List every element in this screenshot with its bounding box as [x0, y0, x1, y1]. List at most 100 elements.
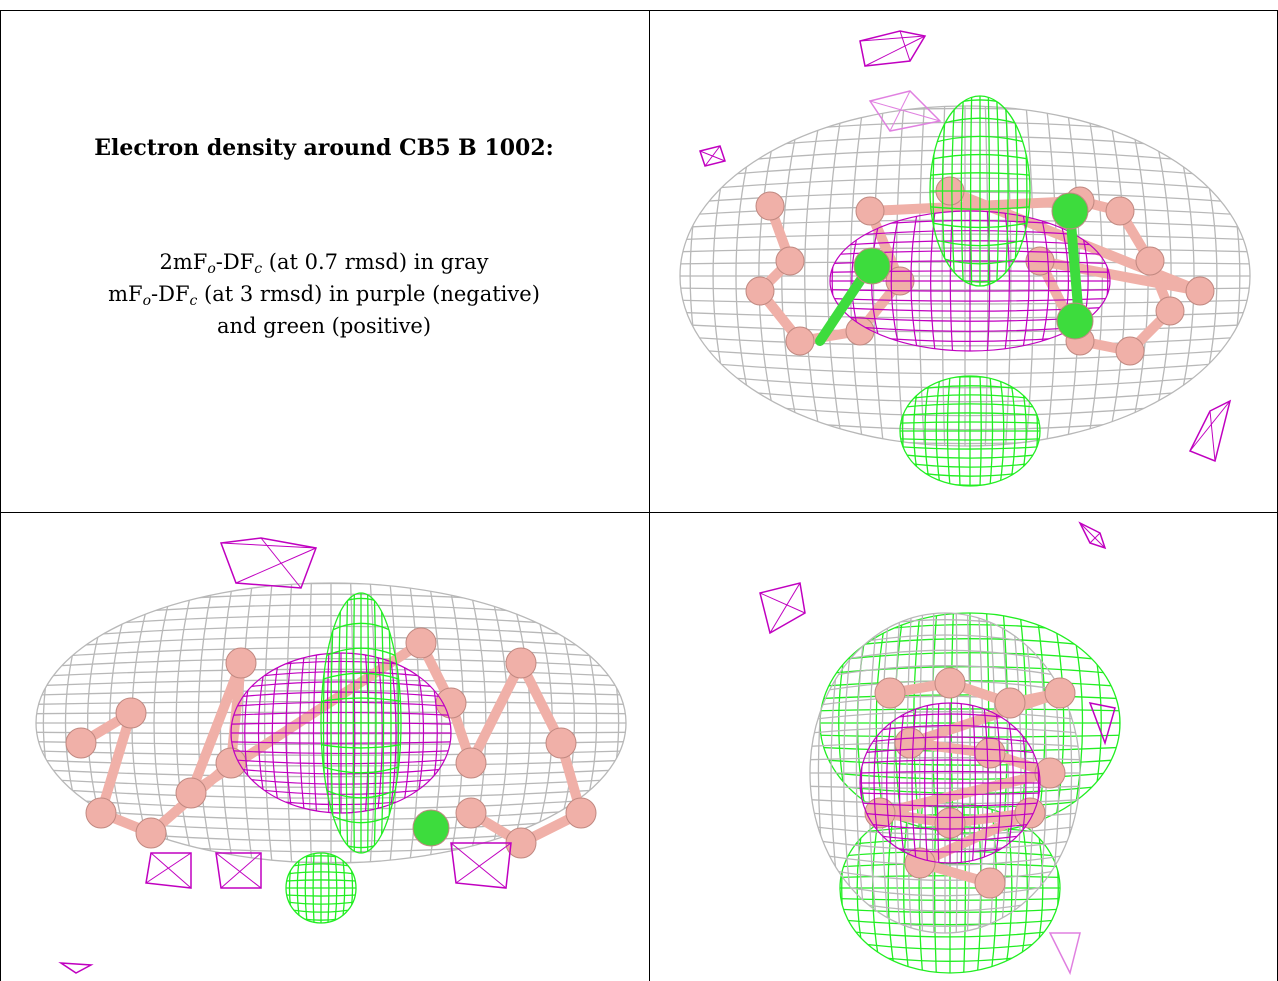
- boron-atom: [1135, 246, 1165, 276]
- purple-density-fragment-outline: [58, 962, 94, 974]
- density-mesh-image: [679, 30, 1251, 487]
- purple-density-fragment-edge: [220, 542, 317, 549]
- purple-density-fragment: [1188, 399, 1232, 463]
- purple-density-fragment-edge: [220, 852, 262, 889]
- purple-density-fragment-edge: [864, 35, 926, 67]
- purple-density-fragment-edge: [1089, 702, 1106, 744]
- purple-density-fragment-edge: [769, 582, 801, 634]
- purple-density-fragment-edge: [704, 145, 721, 167]
- purple-density-fragment-edge: [869, 100, 941, 122]
- density-view-bottom-left: [1, 513, 649, 981]
- green-density-mesh-outline: [285, 852, 357, 924]
- purple-density-fragment-outline: [1188, 399, 1232, 463]
- boron-atom: [1105, 196, 1135, 226]
- legend-line-green: and green (positive): [216, 314, 432, 338]
- boron-atom: [904, 847, 936, 879]
- boron-atom: [934, 667, 966, 699]
- purple-density-fragment-outline: [1048, 932, 1081, 976]
- boron-atom: [1044, 677, 1076, 709]
- purple-density-fragment: [58, 962, 94, 974]
- boron-atom: [745, 276, 775, 306]
- purple-density-fragment-edge: [1189, 400, 1231, 452]
- purple-density-mesh-outline: [859, 702, 1041, 864]
- purple-density-fragment-edge: [215, 852, 262, 889]
- purple-density-fragment: [219, 537, 318, 589]
- boron-bond: [96, 708, 136, 818]
- green-density-mesh: [929, 95, 1031, 287]
- purple-density-fragment: [868, 90, 942, 132]
- chlorine-atom: [853, 247, 891, 285]
- purple-density-fragment: [215, 852, 262, 889]
- purple-density-fragment-edge: [220, 542, 237, 584]
- legend-line-purple: mFo-DFc (at 3 rmsd) in purple (negative): [108, 282, 540, 309]
- purple-density-fragment-edge: [450, 842, 507, 889]
- purple-density-mesh-outline: [829, 210, 1111, 352]
- purple-density-fragment: [450, 842, 512, 889]
- purple-density-fragment-edge: [455, 842, 512, 884]
- purple-density-fragment: [145, 852, 192, 889]
- density-mesh-image: [35, 537, 627, 974]
- table-border-left: [0, 10, 1, 981]
- boron-bond: [186, 658, 246, 798]
- boron-atom: [455, 747, 487, 779]
- boron-atom: [894, 727, 926, 759]
- boron-atom: [775, 246, 805, 276]
- legend-line-gray: 2mFo-DFc (at 0.7 rmsd) in gray: [159, 250, 489, 277]
- boron-atom: [755, 191, 785, 221]
- density-view-bottom-right: [650, 513, 1277, 981]
- purple-density-fragment-edge: [889, 90, 911, 132]
- boron-atom: [175, 777, 207, 809]
- gray-density-mesh-outline: [679, 105, 1251, 447]
- boron-atom: [845, 316, 875, 346]
- boron-atom: [65, 727, 97, 759]
- green-density-mesh: [285, 852, 357, 924]
- green-density-mesh-outline: [320, 592, 402, 854]
- table-border-top: [0, 10, 1278, 11]
- purple-density-fragment-edge: [1209, 410, 1216, 462]
- boron-atom: [85, 797, 117, 829]
- boron-atom: [1185, 276, 1215, 306]
- purple-density-fragment-edge: [1079, 522, 1106, 549]
- boron-atom: [455, 797, 487, 829]
- density-mesh-image: [759, 521, 1121, 976]
- boron-atom: [435, 687, 467, 719]
- boron-atom: [994, 687, 1026, 719]
- purple-density-fragment: [1078, 521, 1107, 550]
- chlorine-atom: [1056, 302, 1094, 340]
- purple-density-fragment-edge: [1049, 932, 1071, 974]
- boron-atom: [1155, 296, 1185, 326]
- boron-atom: [505, 647, 537, 679]
- boron-atom: [1115, 336, 1145, 366]
- purple-density-fragment-edge: [145, 852, 192, 884]
- gray-density-mesh-outline: [35, 582, 627, 864]
- boron-atom: [405, 627, 437, 659]
- purple-density-fragment: [1048, 932, 1081, 976]
- boron-atom: [785, 326, 815, 356]
- boron-atom: [545, 727, 577, 759]
- boron-bond: [875, 768, 1055, 818]
- boron-atom: [215, 747, 247, 779]
- caption-title: Electron density around CB5 B 1002:: [94, 135, 554, 161]
- purple-density-fragment-edge: [60, 962, 77, 974]
- purple-density-fragment-edge: [150, 852, 192, 889]
- purple-density-fragment: [859, 30, 927, 67]
- green-density-mesh: [320, 592, 402, 854]
- boron-atom: [225, 647, 257, 679]
- table-divider-horizontal: [0, 512, 1278, 513]
- purple-density-fragment-edge: [859, 40, 866, 67]
- table-divider-vertical: [649, 10, 650, 981]
- purple-density-fragment-edge: [1089, 532, 1101, 544]
- purple-density-fragment: [759, 582, 806, 635]
- chlorine-atom: [412, 809, 450, 847]
- boron-atom: [864, 797, 896, 829]
- chlorine-atom: [1051, 192, 1089, 230]
- green-density-mesh-outline: [899, 375, 1041, 487]
- purple-density-fragment-edge: [759, 592, 806, 614]
- boron-atom: [135, 817, 167, 849]
- purple-density-mesh-outline: [230, 652, 452, 814]
- density-view-top-right: [650, 11, 1277, 512]
- boron-bond: [466, 658, 526, 768]
- purple-density-fragment: [699, 145, 726, 167]
- boron-atom: [565, 797, 597, 829]
- purple-density-fragment-edge: [859, 35, 926, 42]
